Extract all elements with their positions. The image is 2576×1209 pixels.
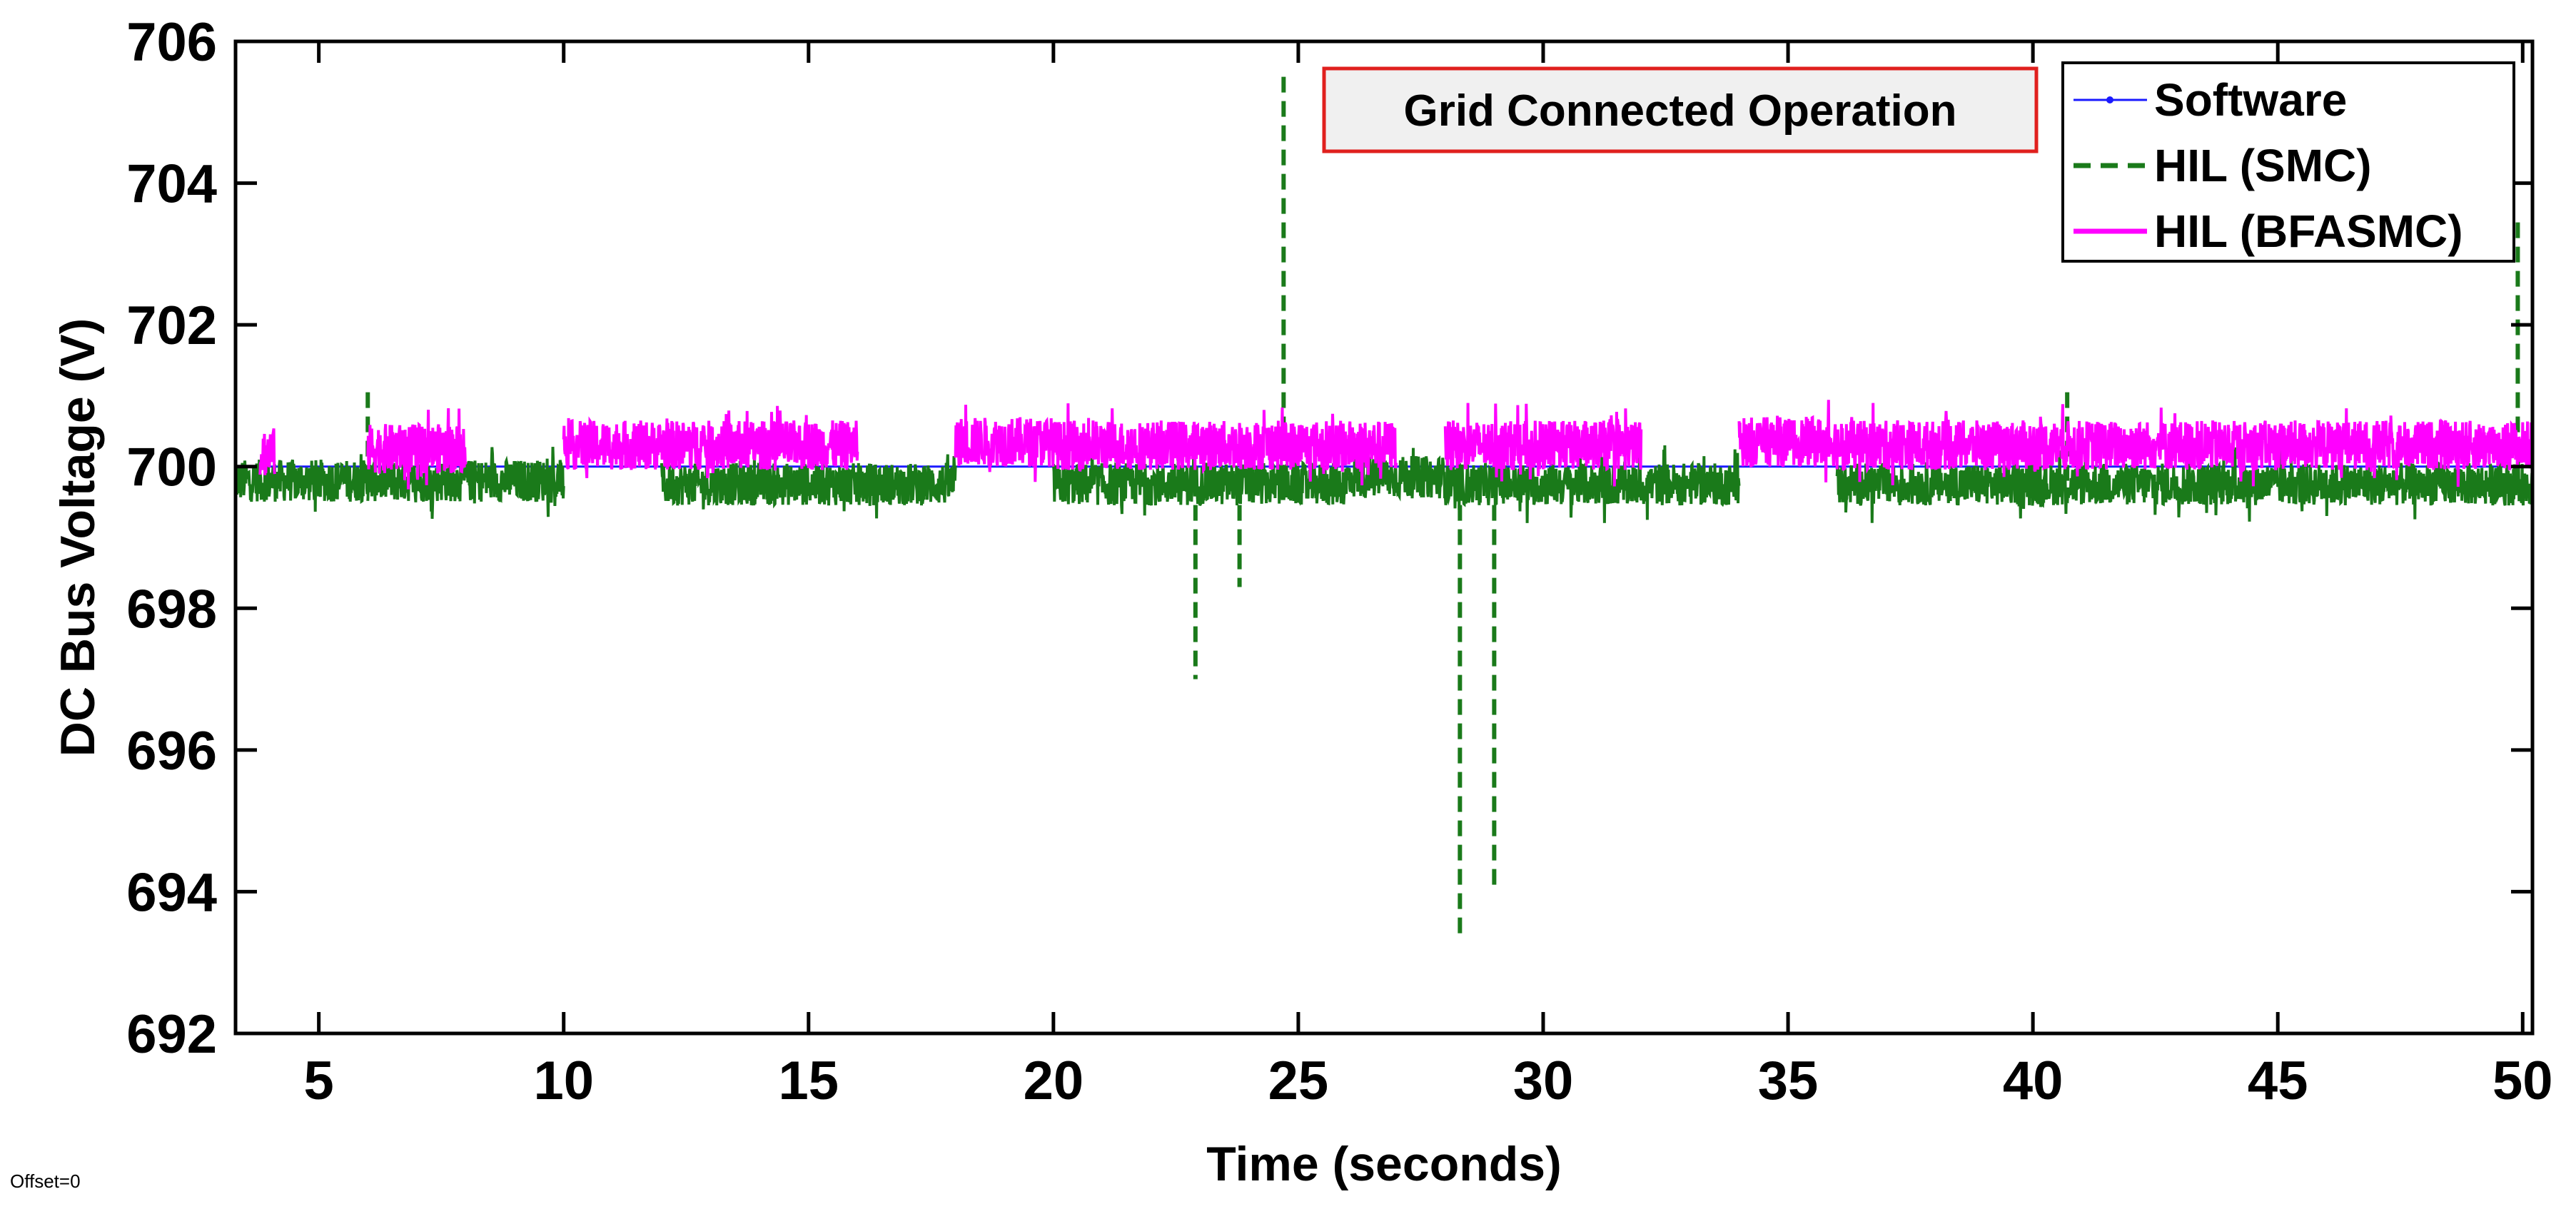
legend-frame (2061, 61, 2515, 263)
series-hil-bfasmc-band (2129, 408, 2231, 470)
y-tick-label: 692 (126, 1004, 217, 1065)
series-hil-bfasmc-band (660, 405, 859, 479)
series-hil-smc-band (2227, 446, 2532, 522)
x-tick-label: 15 (779, 1051, 839, 1111)
y-tick-label: 694 (126, 862, 217, 923)
y-tick-label: 706 (126, 12, 217, 73)
series-hil-bfasmc-band (1835, 403, 2133, 485)
x-tick-label: 25 (1268, 1051, 1329, 1111)
x-axis-title: Time (seconds) (1206, 1137, 1562, 1191)
series-hil-bfasmc-band (1443, 403, 1643, 487)
legend-label: HIL (SMC) (2154, 140, 2372, 191)
x-tick-label: 10 (533, 1051, 594, 1111)
series-hil-bfasmc-band (2227, 408, 2532, 487)
y-tick-label: 700 (126, 437, 217, 498)
x-tick-label: 50 (2492, 1051, 2553, 1111)
series-hil-smc-band (660, 454, 957, 519)
tick-layer: 5 10 15 20 25 30 35 40 45 50 692 694 696 698 700 702 704… (126, 12, 2552, 1111)
series-hil-smc-band (1835, 447, 2231, 523)
y-axis-title: DC Bus Voltage (V) (51, 318, 105, 757)
series-hil-bfasmc-band (1737, 400, 1839, 482)
series-layer (236, 76, 2532, 934)
series-hil-smc-band (1051, 448, 1349, 516)
series-hil-smc-band (236, 454, 370, 512)
series-hil-bfasmc (258, 400, 2532, 490)
y-tick-label: 696 (126, 721, 217, 781)
x-tick-label: 20 (1024, 1051, 1084, 1111)
legend-marker (2106, 96, 2113, 103)
series-hil-bfasmc-band (954, 405, 1055, 482)
offset-note: Offset=0 (10, 1170, 81, 1192)
x-tick-label: 30 (1513, 1051, 1574, 1111)
legend-items: Software HIL (SMC) HIL (BFASMC) (2074, 74, 2463, 257)
x-tick-label: 40 (2003, 1051, 2064, 1111)
annotation-label: Grid Connected Operation (1403, 86, 1956, 136)
series-hil-bfasmc-band (1345, 421, 1398, 486)
series-hil-bfasmc-band (366, 408, 468, 490)
series-hil-smc-band (1443, 445, 1741, 523)
series-hil-bfasmc-band (1051, 403, 1349, 482)
legend: Software HIL (SMC) HIL (BFASMC) (2061, 61, 2515, 263)
y-tick-label: 698 (126, 579, 217, 639)
x-tick-label: 5 (304, 1051, 334, 1111)
annotation-box: Grid Connected Operation (1322, 66, 2039, 153)
x-tick-label: 45 (2248, 1051, 2308, 1111)
y-tick-label: 702 (126, 295, 217, 356)
series-hil-smc-band (1345, 442, 1447, 502)
y-tick-label: 704 (126, 154, 217, 215)
series-hil-bfasmc-band (258, 428, 276, 475)
x-tick-label: 35 (1758, 1051, 1819, 1111)
legend-label: Software (2154, 74, 2347, 126)
plot-frame (233, 39, 2535, 1036)
legend-label: HIL (BFASMC) (2154, 206, 2463, 257)
series-hil-smc (236, 76, 2532, 934)
series-hil-bfasmc-band (562, 416, 663, 479)
annotation-frame (1322, 66, 2039, 153)
